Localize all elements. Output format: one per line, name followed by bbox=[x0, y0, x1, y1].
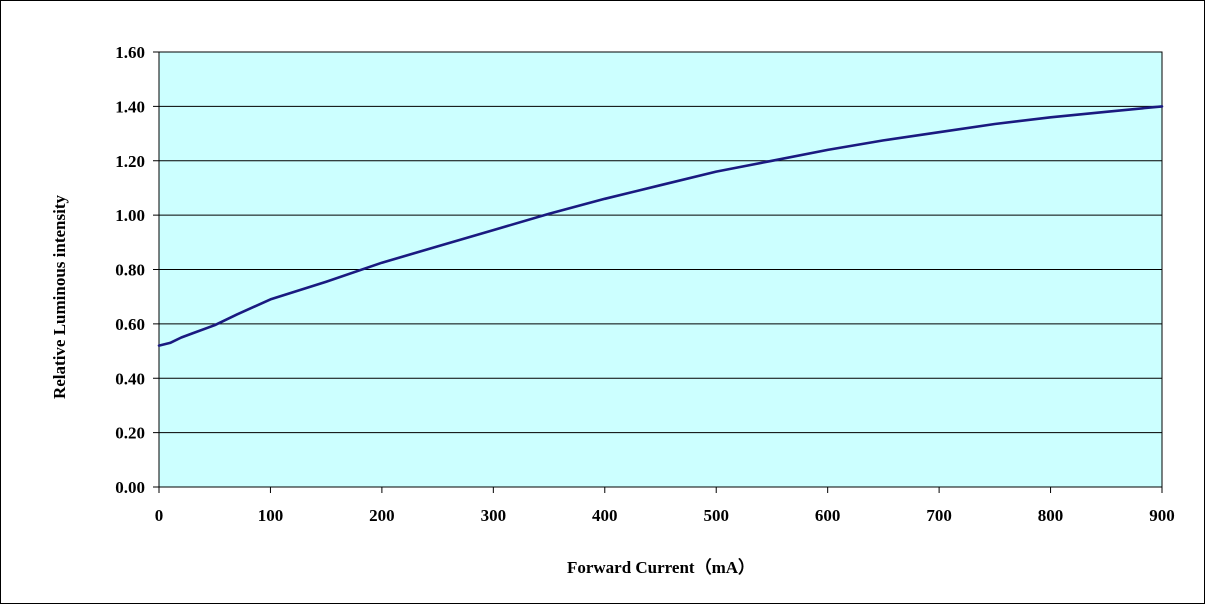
series-layer bbox=[157, 105, 1164, 347]
y-tick-label: 1.40 bbox=[115, 97, 145, 116]
grid-lines bbox=[159, 105, 1162, 434]
x-tick-labels: 0 100 200 300 400 500 600 700 800 900 bbox=[155, 506, 1175, 525]
series-line bbox=[157, 105, 1164, 347]
x-axis-title: Forward Current（mA） bbox=[567, 557, 755, 577]
y-tick-label: 0.60 bbox=[115, 315, 145, 334]
x-tick-label: 600 bbox=[815, 506, 841, 525]
x-tick-label: 700 bbox=[926, 506, 952, 525]
x-tick-label: 500 bbox=[703, 506, 729, 525]
x-tick-label: 900 bbox=[1149, 506, 1175, 525]
x-tick-label: 800 bbox=[1038, 506, 1064, 525]
x-tick-label: 200 bbox=[369, 506, 395, 525]
x-tick-label: 300 bbox=[481, 506, 507, 525]
y-tick-label: 0.20 bbox=[115, 424, 145, 443]
y-tick-label: 0.80 bbox=[115, 261, 145, 280]
y-tick-label: 1.20 bbox=[115, 152, 145, 171]
y-tick-label: 1.60 bbox=[115, 43, 145, 62]
axis-ticks bbox=[153, 51, 1163, 493]
y-tick-label: 0.40 bbox=[115, 369, 145, 388]
y-tick-label: 1.00 bbox=[115, 206, 145, 225]
y-tick-labels: 0.00 0.20 0.40 0.60 0.80 1.00 1.20 1.40 1.60 bbox=[115, 43, 145, 497]
y-axis-title: Relative Luminous intensity bbox=[50, 194, 69, 399]
x-tick-label: 0 bbox=[155, 506, 164, 525]
x-tick-label: 400 bbox=[592, 506, 618, 525]
x-tick-label: 100 bbox=[258, 506, 284, 525]
y-tick-label: 0.00 bbox=[115, 478, 145, 497]
